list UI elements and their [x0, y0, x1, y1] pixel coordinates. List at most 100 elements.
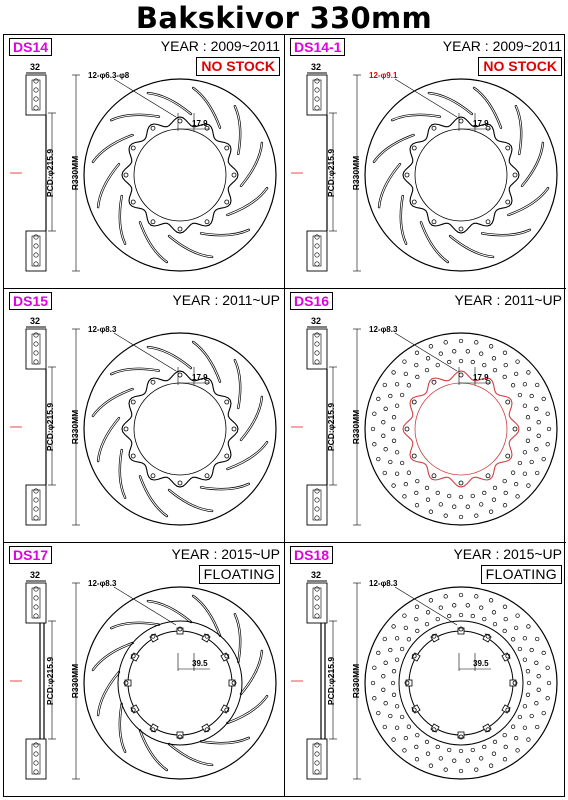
profile-lower-block [306, 230, 328, 272]
bolt-hole [204, 379, 210, 385]
side-profile [25, 72, 47, 272]
thickness-label: 32 [311, 316, 322, 326]
curved-slot [138, 475, 169, 518]
bolt-hole [130, 399, 136, 405]
drilled-hole [541, 710, 546, 716]
curved-slot-inner [240, 396, 263, 441]
drilled-hole [534, 406, 539, 411]
bolt-hole [150, 727, 156, 733]
drilled-hole [492, 739, 498, 745]
drilled-hole [526, 624, 531, 629]
scalloped-hub [121, 116, 239, 234]
drilled-hole [470, 613, 475, 619]
bolt-hole-label: 12-φ9.1 [369, 71, 398, 80]
drilled-hole [510, 383, 516, 388]
drilled-hole [394, 471, 400, 476]
bolt-hole [411, 199, 417, 205]
drilled-hole [526, 737, 531, 742]
bolt-hole [505, 453, 511, 459]
curved-slot-inner [234, 359, 241, 409]
radius-label: R330MM [70, 409, 81, 445]
curved-slot-inner [192, 595, 221, 637]
drilled-hole [541, 650, 546, 656]
profile-vane-mark [314, 87, 320, 93]
curved-slot [239, 395, 264, 442]
profile-vane-mark [33, 604, 39, 610]
bolt-hole [150, 473, 156, 479]
drilled-hole [515, 748, 520, 753]
front-view [364, 586, 558, 780]
curved-slot [167, 234, 214, 259]
drilled-hole [452, 349, 457, 354]
thickness-label: 32 [311, 62, 322, 72]
drilled-hole [517, 460, 523, 466]
profile-vane-mark [33, 595, 39, 601]
profile-vane-mark [33, 751, 39, 757]
vertical-dimensions [48, 582, 80, 780]
drilled-hole [515, 494, 520, 499]
drilled-hole [370, 426, 376, 432]
profile-vane-mark [33, 252, 39, 258]
front-view [364, 332, 558, 526]
model-code: DS17 [9, 546, 53, 564]
drilled-hole [502, 478, 507, 484]
year-range: YEAR : 2015~UP [171, 546, 280, 562]
bolt-hole [123, 172, 129, 178]
outer-rim [364, 332, 558, 526]
bolt-hole [204, 727, 210, 733]
bolt-hole [150, 379, 156, 385]
curved-slot-inner [481, 229, 531, 236]
drilled-hole [465, 349, 470, 354]
drilled-hole [394, 403, 400, 408]
curved-slot-inner [400, 195, 407, 245]
curved-slot-inner [92, 642, 134, 671]
drilled-hole [394, 636, 400, 641]
radius-label: R330MM [351, 409, 362, 445]
model-code: DS14-1 [290, 38, 346, 56]
drilled-hole [474, 513, 479, 518]
profile-vane-mark [33, 586, 39, 592]
drilled-hole [424, 739, 430, 745]
drilled-hole [391, 438, 397, 443]
bolt-hole [431, 633, 437, 639]
drilled-hole [425, 610, 431, 615]
hole-leader-line [113, 586, 177, 626]
drilled-hole [424, 485, 430, 491]
profile-vane-mark [314, 515, 320, 521]
drilled-hole [522, 657, 528, 662]
panel-ds15: DS15 YEAR : 2011~UP 32 PCD:φ215.9 R330MM 17.9… [4, 289, 285, 543]
profile-vane-mark [314, 96, 320, 102]
drilled-hole [388, 713, 393, 719]
hub-dimension-label: 17.9 [192, 373, 208, 382]
curved-slot [167, 488, 214, 513]
bolt-hole [130, 653, 136, 659]
drilled-hole [514, 482, 519, 487]
bolt-hole [150, 633, 156, 639]
pcd-label: PCD:φ215.9 [45, 402, 56, 452]
curved-slot-inner [110, 114, 160, 121]
outer-rim [83, 78, 277, 272]
drilled-hole [522, 450, 528, 455]
drilled-hole [515, 359, 520, 364]
profile-upper-block [25, 582, 47, 624]
drilled-hole [383, 701, 388, 706]
bolt-hole [177, 118, 183, 124]
drilled-hole [502, 604, 508, 609]
drilled-hole [517, 646, 523, 652]
pcd-label: PCD:φ215.9 [45, 148, 56, 198]
no-stock-badge: NO STOCK [478, 57, 562, 76]
year-range: YEAR : 2009~2011 [160, 38, 280, 54]
curved-slot-inner [521, 142, 544, 187]
thickness-label: 32 [311, 570, 322, 580]
drilled-hole [535, 636, 540, 642]
bolt-hole [224, 707, 230, 713]
profile-vane-mark [314, 488, 320, 494]
drilled-hole [522, 636, 528, 641]
drilled-hole [402, 494, 407, 499]
profile-vane-mark [33, 332, 39, 338]
profile-vane-mark [33, 760, 39, 766]
curved-slot-inner [515, 105, 522, 155]
bolt-hole [431, 473, 437, 479]
panel-ds16: DS16 YEAR : 2011~UP 32 PCD:φ215.9 R330MM 17.9… [285, 289, 566, 543]
bolt-hole [411, 653, 417, 659]
